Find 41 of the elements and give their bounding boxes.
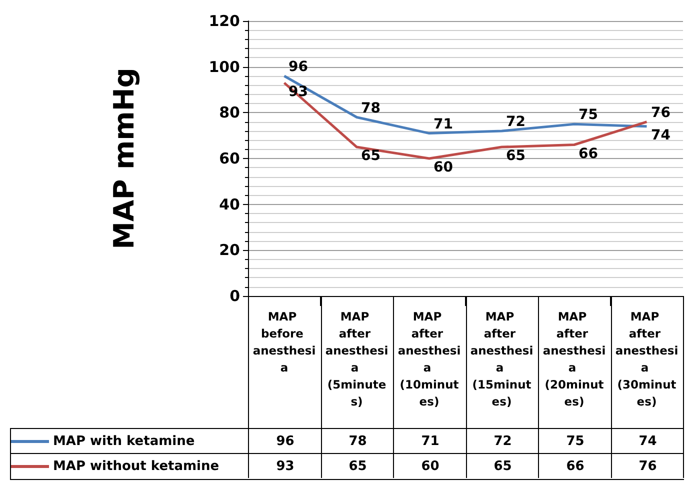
x-tick-label: MAP after anesthesia (10minutes)	[398, 310, 461, 408]
data-label: 76	[638, 459, 658, 474]
data-label: 74	[638, 434, 658, 449]
x-tick-label: MAP after anesthesia (30minutes)	[615, 310, 678, 408]
line-series	[283, 74, 648, 135]
data-label: 65	[492, 459, 513, 474]
text: 66	[578, 146, 598, 162]
x-tick-label: MAP after anesthesia (15minutes)	[470, 310, 534, 408]
text: 96	[288, 59, 308, 75]
data-label: 72	[492, 434, 513, 449]
legend-label: MAP without ketamine	[53, 459, 220, 474]
y-tick-label: 100	[208, 58, 240, 76]
data-label: 71	[420, 434, 440, 449]
data-label: 60	[420, 459, 440, 474]
text: 74	[651, 127, 670, 144]
data-label: 78	[348, 434, 368, 449]
y-axis-title: MAP mmHg	[108, 68, 140, 250]
y-tick-label: 120	[208, 12, 240, 30]
text: 75	[578, 107, 598, 124]
text: 65	[361, 148, 380, 164]
legend-label: MAP with ketamine	[53, 434, 195, 449]
x-tick-label: MAP after anesthesia (20minutes)	[542, 310, 606, 408]
y-tick-label: 40	[219, 195, 240, 214]
y-tick-label: 60	[219, 150, 240, 168]
data-label: 96	[275, 434, 296, 449]
text: 78	[361, 100, 380, 116]
y-tick-label: 0	[230, 287, 240, 305]
text: 72	[506, 114, 526, 130]
line-series	[283, 82, 648, 160]
data-label: 75	[565, 434, 586, 449]
data-label: 93	[275, 459, 296, 474]
text: 76	[651, 104, 670, 121]
x-tick-label: MAP after anesthesia (5minutes)	[325, 310, 388, 408]
data-label: 65	[348, 459, 368, 474]
text: 60	[434, 160, 453, 176]
data-label: 66	[565, 459, 586, 474]
text: 71	[434, 116, 453, 132]
y-tick-label: 20	[219, 241, 240, 260]
text: 65	[506, 148, 526, 164]
y-tick-label: 80	[219, 104, 240, 122]
x-tick-label: MAP before anesthesia	[252, 310, 316, 374]
